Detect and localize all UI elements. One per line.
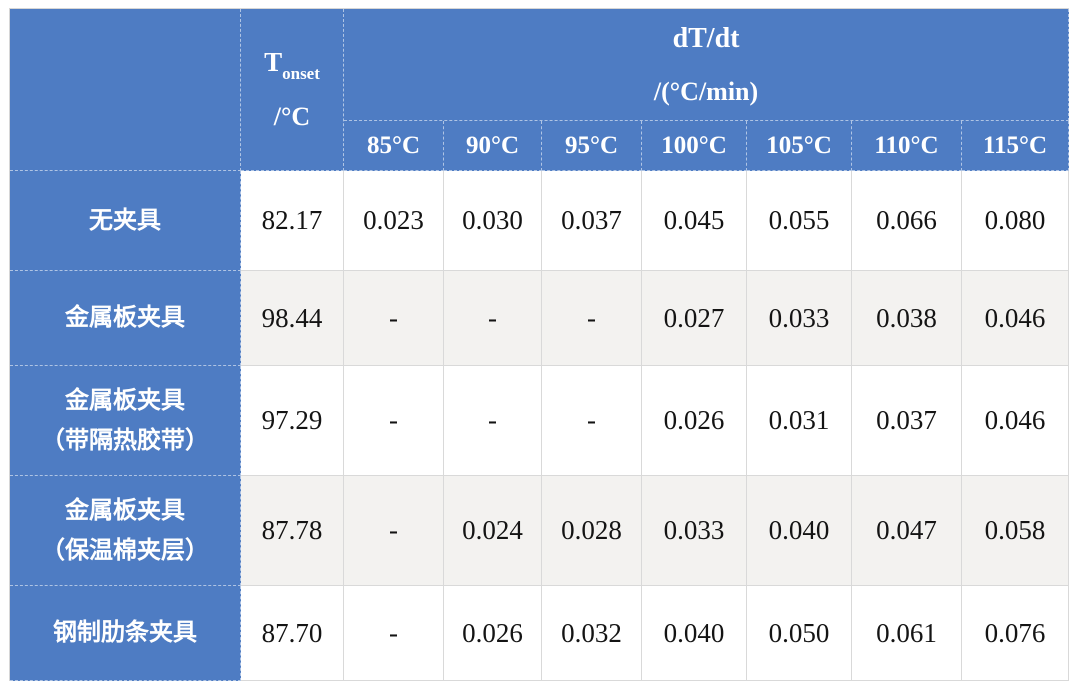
rate-value-cell: 0.023 (344, 171, 444, 271)
rate-value-cell: 0.030 (444, 171, 542, 271)
rate-value-cell: 0.024 (444, 476, 542, 586)
rate-value-cell: 0.037 (852, 366, 962, 476)
row-label-cell: 钢制肋条夹具 (10, 586, 241, 681)
rate-value-cell: - (344, 366, 444, 476)
dtdt-unit: /(°C/min) (653, 76, 759, 106)
tonset-value-cell: 87.78 (241, 476, 344, 586)
dtdt-group-header: dT/dt /(°C/min) (344, 9, 1070, 121)
tonset-unit: /°C (273, 102, 311, 132)
fixture-thermal-table: Tonset /°C dT/dt /(°C/min) 85°C 90°C 95°C 1… (9, 8, 1070, 681)
corner-cell (10, 9, 241, 171)
temp-header-row: 85°C 90°C 95°C 100°C 105°C 110°C 115°C (10, 121, 1070, 171)
table-row: 钢制肋条夹具 87.70-0.026 0.032 0.040 0.050 0.061 0.0… (10, 586, 1070, 681)
rate-value-cell: - (344, 271, 444, 366)
temp-column-header: 85°C (344, 121, 444, 171)
rate-value-cell: 0.037 (542, 171, 642, 271)
rate-value-cell: 0.076 (962, 586, 1070, 681)
row-label-cell: 金属板夹具 (10, 271, 241, 366)
temp-column-header: 110°C (852, 121, 962, 171)
table-row: 无夹具 82.17 0.023 0.030 0.037 0.045 0.055 0.066 0.… (10, 171, 1070, 271)
rate-value-cell: - (444, 366, 542, 476)
rate-value-cell: 0.055 (747, 171, 852, 271)
rate-value-cell: 0.038 (852, 271, 962, 366)
rate-value-cell: - (542, 271, 642, 366)
tonset-value-cell: 97.29 (241, 366, 344, 476)
temp-column-header: 95°C (542, 121, 642, 171)
rate-value-cell: 0.033 (747, 271, 852, 366)
rate-value-cell: 0.047 (852, 476, 962, 586)
temp-column-header: 90°C (444, 121, 542, 171)
rate-value-cell: - (542, 366, 642, 476)
table-row: 金属板夹具 98.44- - -0.027 0.033 0.038 0.046 (10, 271, 1070, 366)
rate-value-cell: - (344, 586, 444, 681)
row-label-cell: 金属板夹具 （保温棉夹层） (10, 476, 241, 586)
dtdt-label: dT/dt (672, 22, 740, 54)
rate-value-cell: 0.040 (747, 476, 852, 586)
temp-column-header: 105°C (747, 121, 852, 171)
tonset-value-cell: 98.44 (241, 271, 344, 366)
rate-value-cell: - (344, 476, 444, 586)
table-row: 金属板夹具 （保温棉夹层） 87.78-0.024 0.028 0.033 0.040 0.… (10, 476, 1070, 586)
rate-value-cell: 0.040 (642, 586, 747, 681)
table-body: 无夹具 82.17 0.023 0.030 0.037 0.045 0.055 0.066 0.… (10, 171, 1070, 681)
rate-value-cell: 0.032 (542, 586, 642, 681)
row-label-cell: 金属板夹具 （带隔热胶带） (10, 366, 241, 476)
tonset-symbol-line: Tonset (264, 46, 320, 84)
rate-value-cell: 0.061 (852, 586, 962, 681)
rate-value-cell: 0.058 (962, 476, 1070, 586)
tonset-value-cell: 87.70 (241, 586, 344, 681)
rate-value-cell: 0.026 (642, 366, 747, 476)
table-header: Tonset /°C dT/dt /(°C/min) 85°C 90°C 95°C 1… (10, 9, 1070, 171)
rate-value-cell: 0.026 (444, 586, 542, 681)
temp-column-header: 100°C (642, 121, 747, 171)
rate-value-cell: 0.031 (747, 366, 852, 476)
header-row-top: Tonset /°C dT/dt /(°C/min) (10, 9, 1070, 171)
rate-value-cell: - (444, 271, 542, 366)
rate-value-cell: 0.066 (852, 171, 962, 271)
rate-value-cell: 0.027 (642, 271, 747, 366)
rate-value-cell: 0.033 (642, 476, 747, 586)
tonset-column-header: Tonset /°C (241, 9, 344, 171)
rate-value-cell: 0.045 (642, 171, 747, 271)
temp-column-header: 115°C (962, 121, 1070, 171)
table-row: 金属板夹具 （带隔热胶带） 97.29- - -0.026 0.031 0.037 0.046 (10, 366, 1070, 476)
rate-value-cell: 0.046 (962, 366, 1070, 476)
rate-value-cell: 0.046 (962, 271, 1070, 366)
row-label-cell: 无夹具 (10, 171, 241, 271)
rate-value-cell: 0.080 (962, 171, 1070, 271)
rate-value-cell: 0.050 (747, 586, 852, 681)
tonset-subscript: onset (282, 64, 320, 84)
tonset-value-cell: 82.17 (241, 171, 344, 271)
rate-value-cell: 0.028 (542, 476, 642, 586)
